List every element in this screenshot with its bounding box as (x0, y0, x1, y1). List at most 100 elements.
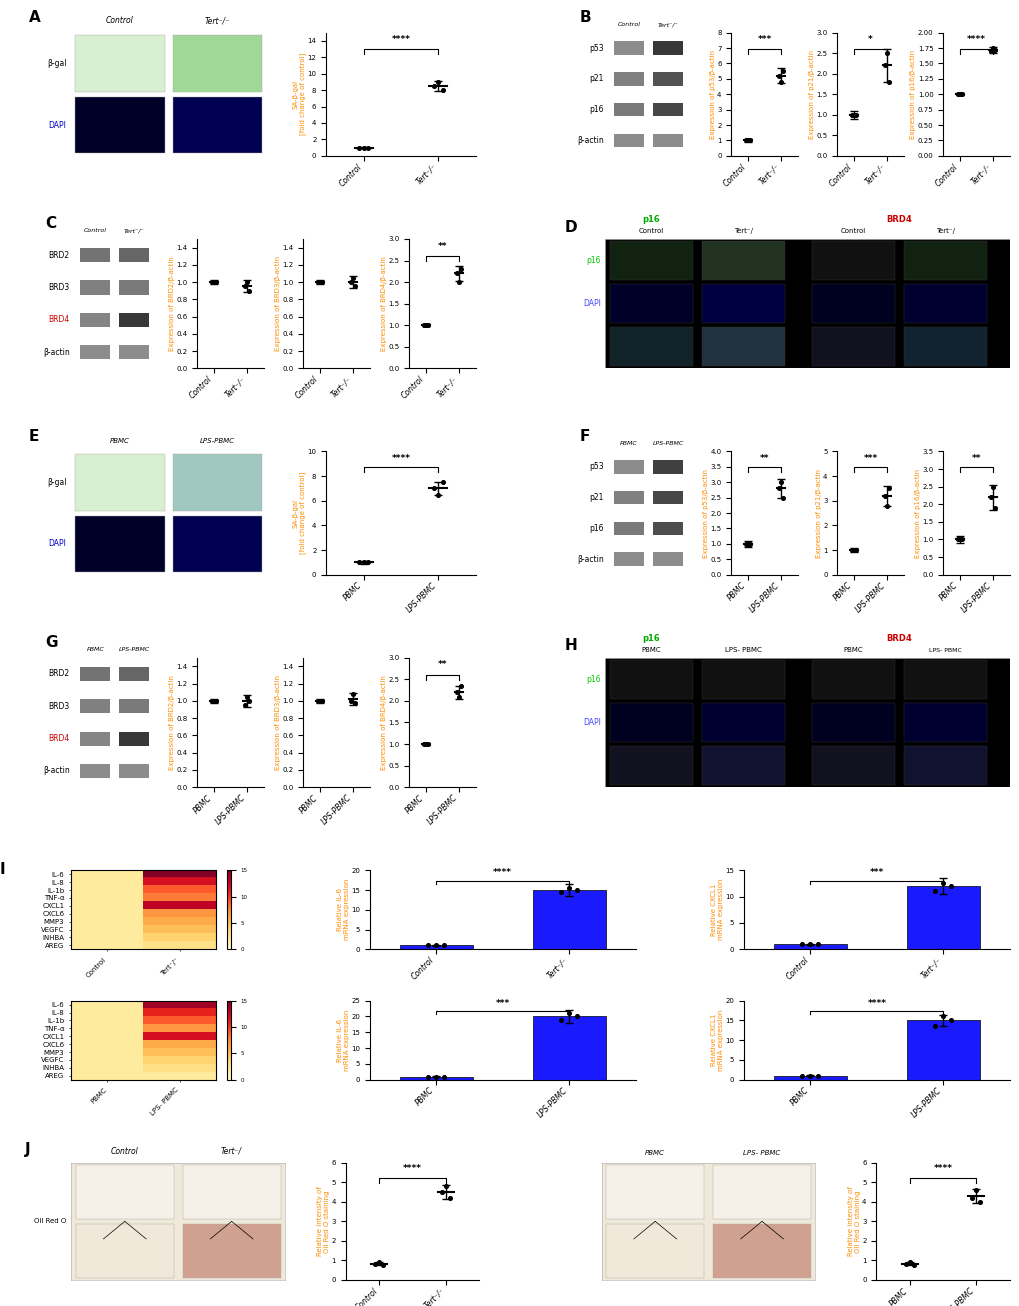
Point (809, 1066, 825, 1087)
Y-axis label: Expression of BRD4/β-actin: Expression of BRD4/β-actin (380, 675, 386, 771)
Text: BRD4: BRD4 (48, 734, 69, 743)
Text: Oil Red O: Oil Red O (34, 1218, 66, 1224)
Point (845, 539, 861, 560)
Point (238, 272, 255, 293)
Bar (811, 285, 894, 323)
Bar (613, 552, 644, 565)
Bar (903, 242, 985, 279)
Bar (903, 285, 985, 323)
Text: **: ** (971, 453, 980, 462)
Point (801, 934, 817, 955)
Point (236, 695, 253, 716)
Bar (613, 460, 644, 474)
Y-axis label: Relative intensity of
Oil Red O staining: Relative intensity of Oil Red O staining (847, 1186, 860, 1256)
Y-axis label: Relative IL-6
mRNA expression: Relative IL-6 mRNA expression (336, 879, 350, 940)
Y-axis label: Expression of p21/β-actin: Expression of p21/β-actin (808, 50, 814, 138)
Point (206, 691, 222, 712)
Bar (79, 731, 110, 746)
Bar (75, 97, 165, 153)
Point (843, 539, 859, 560)
Point (420, 315, 436, 336)
Text: DAPI: DAPI (49, 539, 66, 549)
Bar (903, 328, 985, 366)
Bar (811, 660, 894, 699)
Point (847, 539, 863, 560)
Point (949, 529, 965, 550)
Text: p21: p21 (589, 74, 603, 84)
Point (774, 60, 791, 81)
Y-axis label: Expression of p53/β-actin: Expression of p53/β-actin (709, 50, 715, 138)
Text: β-actin: β-actin (43, 347, 69, 357)
Point (425, 76, 441, 97)
Point (344, 683, 361, 704)
Point (428, 1066, 444, 1087)
Point (949, 84, 965, 104)
Point (809, 934, 825, 955)
Bar (119, 667, 149, 682)
Bar (903, 746, 985, 785)
Bar (609, 703, 692, 742)
Bar (613, 42, 644, 55)
Bar (119, 731, 149, 746)
Point (560, 1003, 577, 1024)
Bar (652, 460, 683, 474)
Point (450, 272, 467, 293)
Bar (75, 35, 165, 91)
Point (984, 477, 1001, 498)
Point (986, 39, 1003, 60)
Point (342, 691, 359, 712)
Point (344, 268, 361, 289)
Bar (701, 703, 784, 742)
Point (420, 734, 436, 755)
Bar (811, 242, 894, 279)
Text: BRD3: BRD3 (48, 701, 69, 710)
Point (351, 137, 367, 158)
Text: B: B (579, 10, 590, 26)
Bar (532, 891, 605, 949)
Point (926, 1016, 943, 1037)
Point (418, 315, 434, 336)
Text: I: I (0, 862, 5, 878)
Text: *: * (867, 35, 872, 43)
Point (371, 1252, 387, 1273)
Point (552, 1010, 569, 1030)
Bar (609, 660, 692, 699)
Point (360, 552, 376, 573)
Bar (613, 72, 644, 86)
Bar (609, 328, 692, 366)
Text: BRD4: BRD4 (48, 315, 69, 324)
Point (420, 935, 436, 956)
Bar (172, 97, 262, 153)
Point (845, 104, 861, 125)
Point (934, 1006, 951, 1027)
Text: PBMC: PBMC (641, 646, 660, 653)
Point (433, 1182, 449, 1203)
Text: Control: Control (84, 229, 107, 234)
Point (569, 1006, 585, 1027)
Bar (119, 248, 149, 263)
Point (794, 934, 810, 955)
Bar (613, 491, 644, 504)
Bar (182, 1165, 280, 1218)
Text: G: G (46, 635, 58, 649)
Y-axis label: Expression of p16/β-actin: Expression of p16/β-actin (914, 469, 920, 558)
Text: Control: Control (106, 16, 133, 25)
Bar (701, 660, 784, 699)
Text: PBMC: PBMC (87, 646, 104, 652)
Point (843, 104, 859, 125)
Point (934, 872, 951, 893)
Bar (75, 1165, 174, 1218)
Bar (613, 133, 644, 148)
Y-axis label: Expression of BRD4/β-actin: Expression of BRD4/β-actin (380, 256, 386, 351)
Text: Tert⁻/⁻: Tert⁻/⁻ (123, 229, 145, 234)
Text: LPS-PBMC: LPS-PBMC (118, 646, 150, 652)
Text: DAPI: DAPI (49, 120, 66, 129)
Y-axis label: SA-β-gal
[fold change of control]: SA-β-gal [fold change of control] (292, 471, 306, 554)
Text: C: C (46, 215, 56, 231)
Bar (399, 946, 472, 949)
Point (772, 72, 789, 93)
Point (739, 533, 755, 554)
Text: ****: **** (403, 1165, 422, 1173)
Bar (609, 285, 692, 323)
Text: LPS- PBMC: LPS- PBMC (928, 648, 961, 653)
